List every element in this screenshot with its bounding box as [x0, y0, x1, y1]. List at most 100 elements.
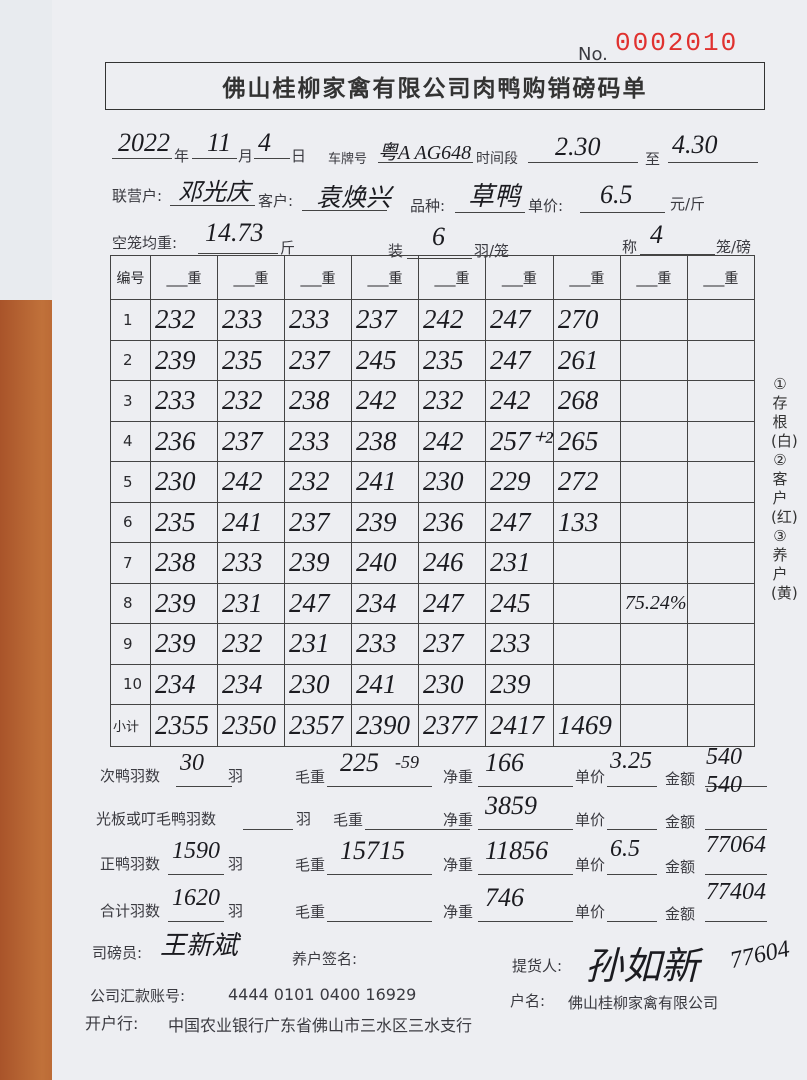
count-label: 正鸭羽数: [100, 855, 161, 873]
weight-cell: 247: [485, 299, 554, 341]
weight-cell: 265: [552, 420, 621, 462]
unit-price-value: 6.5: [610, 836, 640, 862]
gross-note: -59: [395, 752, 419, 772]
weight-cell: 237: [284, 501, 352, 543]
weight-cell: 235: [217, 339, 285, 381]
weight-cell: 133: [552, 501, 621, 543]
period-from: 2.30: [555, 132, 601, 161]
weight-value: 235: [222, 344, 263, 375]
weight-value: 230: [155, 466, 196, 497]
weight-column-header: ___重: [418, 255, 486, 300]
count-value: 1620: [172, 885, 220, 911]
weight-cell: 232: [217, 380, 285, 422]
pickup-label: 提货人:: [512, 957, 563, 975]
net-value: 11856: [485, 836, 549, 865]
weight-value: 236: [155, 425, 196, 456]
table-row: 10 234 234 230 241 230 239: [110, 663, 755, 705]
weight-value: 232: [222, 385, 263, 416]
account-number: 4444 0101 0400 16929: [228, 985, 417, 1004]
weight-cell: 268: [552, 380, 621, 422]
gross-value: 225: [340, 748, 379, 777]
weight-value: 230: [289, 668, 330, 699]
weight-cell: 234: [150, 663, 218, 705]
count-unit: 羽: [228, 902, 244, 920]
weight-cell: 239: [351, 501, 419, 543]
table-row: 1 232 233 233 237 242 247 270: [110, 299, 755, 341]
weight-value: 234: [356, 587, 397, 618]
subtotal-cell: [686, 704, 755, 747]
partner-label: 联营户:: [112, 187, 163, 205]
weight-value: 247: [423, 587, 464, 618]
weight-column-header: ___重: [150, 255, 218, 300]
weight-cell: [686, 501, 755, 543]
weight-cell: 234: [351, 582, 419, 624]
weight-value: 233: [289, 425, 330, 456]
weight-cell: 236: [150, 420, 218, 462]
count-unit: 羽: [228, 767, 244, 785]
underlying-paper: [0, 0, 58, 300]
weight-value: 270: [557, 304, 599, 335]
weight-cell: [619, 299, 688, 341]
to-label: 至: [645, 150, 661, 168]
holder-label: 户名:: [510, 992, 546, 1010]
partner-value: 邓光庆: [178, 180, 250, 206]
weight-cell: [686, 542, 755, 584]
weight-value: 247: [289, 587, 330, 618]
weight-cell: 239: [284, 542, 352, 584]
weight-value: 231: [490, 547, 531, 578]
table-row: 9 239 232 231 233 237 233: [110, 623, 755, 665]
count-value: 30: [180, 750, 204, 776]
count-value: 1590: [172, 838, 220, 864]
subtotal-row: 小计 2355 2350 2357 2390 2377 2417 1469: [110, 704, 755, 747]
period-label: 时间段: [476, 151, 518, 167]
holder-name: 佛山桂柳家禽有限公司: [568, 994, 719, 1012]
weight-cell: 232: [418, 380, 486, 422]
weight-cell: [686, 663, 755, 705]
weight-cell: 230: [284, 663, 352, 705]
weight-cell: [552, 542, 621, 584]
row-number: 7: [110, 542, 151, 584]
table-row: 2 239 235 237 245 235 247 261: [110, 339, 755, 381]
table-row: 8 239 231 247 234 247 245 75.24%: [110, 582, 755, 624]
weight-cell: 233: [217, 542, 285, 584]
day-value: 4: [258, 128, 271, 157]
row-number: 6: [110, 501, 151, 543]
row-number: 2: [110, 339, 151, 381]
weight-cell: 237: [418, 623, 486, 665]
weigh-value: 4: [650, 220, 663, 249]
weight-cell: [619, 542, 688, 584]
weight-cell: [686, 299, 755, 341]
row-number: 10: [110, 663, 151, 705]
weight-value: 238: [356, 425, 397, 456]
subtotal-cell: 2350: [217, 704, 285, 747]
weight-cell: 237: [284, 339, 352, 381]
weight-value: 241: [356, 466, 397, 497]
net-label: 净重: [443, 903, 474, 921]
weight-value: 237: [289, 506, 330, 537]
weight-column-header: ___重: [284, 255, 352, 300]
weight-cell: 239: [150, 623, 218, 665]
weight-value: 238: [289, 385, 330, 416]
weight-value: 240: [356, 547, 397, 578]
weight-cell: 233: [351, 623, 419, 665]
weight-cell: 238: [150, 542, 218, 584]
table-row: 6 235 241 237 239 236 247 133: [110, 501, 755, 543]
weight-value: 241: [222, 506, 263, 537]
weight-value: 235: [155, 506, 196, 537]
weight-cell: [686, 623, 755, 665]
weight-value: 232: [155, 304, 196, 335]
weight-cell: [619, 339, 688, 381]
subtotal-cell: [619, 704, 688, 747]
copy-distribution-note: ①存根(白) ②客户(红) ③养户(黄): [771, 375, 798, 602]
unit-price-label: 单价: [575, 903, 606, 921]
row-number: 3: [110, 380, 151, 422]
weight-cell: 235: [418, 339, 486, 381]
weight-value: 242: [356, 385, 397, 416]
period-to: 4.30: [672, 130, 718, 159]
subtotal-cell: 1469: [552, 704, 621, 747]
weight-value: 239: [155, 628, 196, 659]
weight-cell: 232: [284, 461, 352, 503]
count-label: 合计羽数: [100, 902, 161, 920]
weight-cell: 231: [217, 582, 285, 624]
weight-cell: 240: [351, 542, 419, 584]
